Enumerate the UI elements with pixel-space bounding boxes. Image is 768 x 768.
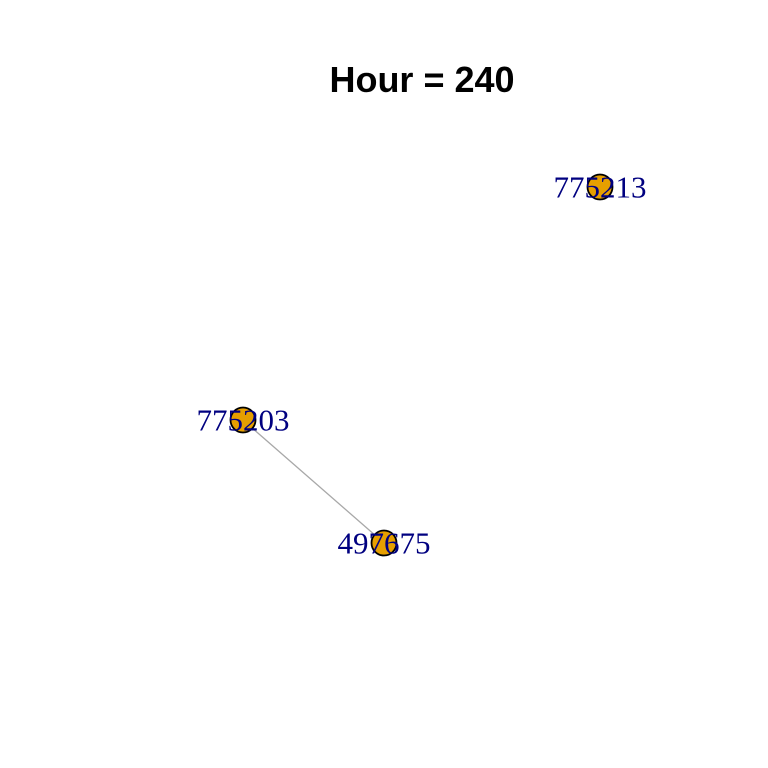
node-label: 775203: [197, 403, 290, 438]
node-circle: [229, 406, 257, 434]
node-label: 775213: [554, 170, 647, 205]
node-label: 497675: [338, 526, 431, 561]
graph-node-775203: 775203: [197, 403, 290, 438]
graph-edge: [242, 419, 385, 544]
graph-node-497675: 497675: [338, 526, 431, 561]
edge-layer: [242, 419, 385, 544]
plot-title: Hour = 240: [329, 59, 515, 100]
graph-node-775213: 775213: [554, 170, 647, 205]
node-circle: [370, 529, 398, 557]
node-circle: [586, 173, 614, 201]
